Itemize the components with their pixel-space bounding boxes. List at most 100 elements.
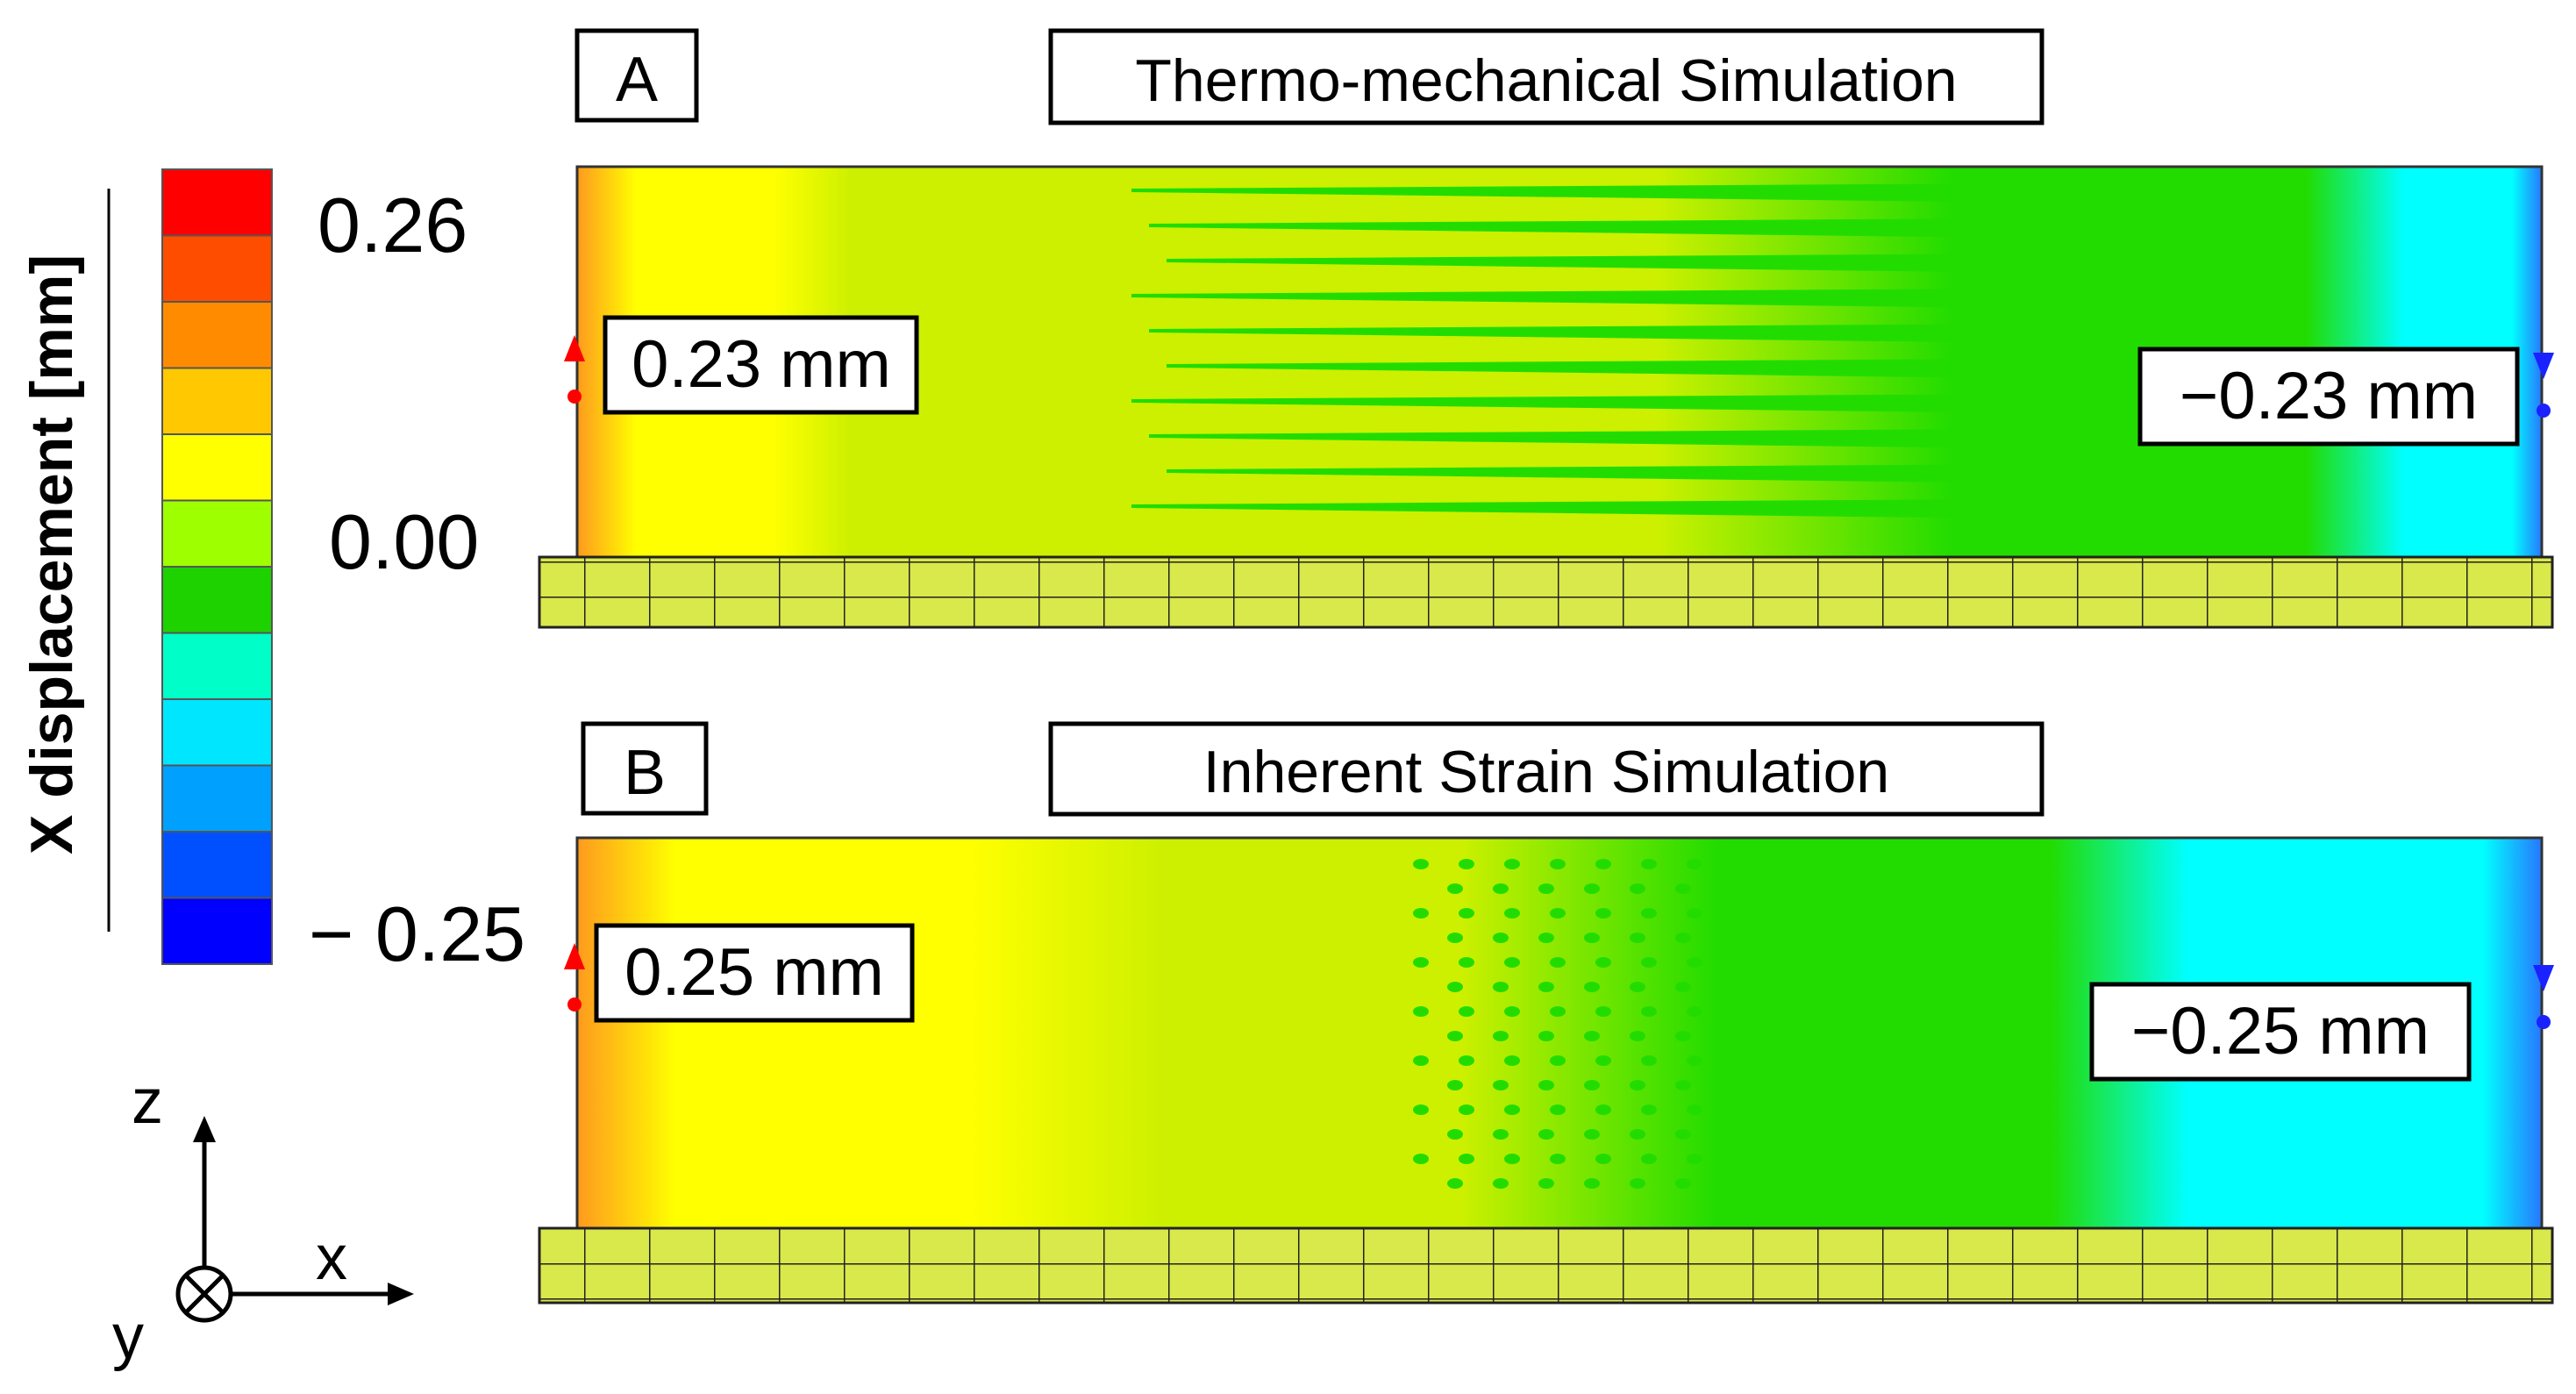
field-speckle	[1550, 1104, 1566, 1115]
field-speckle	[1630, 1080, 1645, 1090]
field-speckle	[1413, 908, 1429, 919]
field-speckle	[1459, 1055, 1474, 1066]
field-speckle	[1641, 908, 1657, 919]
x-axis-label: x	[316, 1223, 347, 1293]
field-speckle	[1538, 933, 1554, 943]
field-speckle	[1538, 1031, 1554, 1041]
field-speckle	[1675, 933, 1691, 943]
colorbar-swatches	[161, 168, 273, 965]
field-speckle	[1721, 933, 1737, 943]
field-speckle	[1687, 859, 1702, 869]
z-axis-label: z	[132, 1067, 163, 1137]
panel-b-right-marker-dot	[2537, 1015, 2551, 1029]
field-speckle	[1493, 883, 1509, 894]
field-speckle	[1459, 1154, 1474, 1164]
field-speckle	[1550, 908, 1566, 919]
panel-a-field-streaks	[1131, 183, 2035, 518]
field-streak	[1131, 499, 2000, 518]
field-speckle	[1504, 859, 1520, 869]
colorbar-min-label: − 0.25	[309, 890, 525, 977]
colorbar-swatch	[161, 698, 273, 767]
field-speckle	[1675, 883, 1691, 894]
field-speckle	[1595, 1006, 1611, 1017]
field-speckle	[1675, 1080, 1691, 1090]
field-speckle	[1493, 982, 1509, 992]
field-speckle	[1766, 883, 1782, 894]
panel-a-right-value-box	[2137, 347, 2520, 447]
field-speckle	[1732, 1055, 1748, 1066]
field-speckle	[1675, 1178, 1691, 1189]
field-speckle	[1595, 859, 1611, 869]
field-speckle	[1641, 1055, 1657, 1066]
field-speckle	[1538, 1129, 1554, 1140]
panel-b-left-marker-dot	[567, 997, 582, 1012]
colorbar-swatch	[161, 301, 273, 369]
field-speckle	[1447, 1129, 1463, 1140]
panel-a-left-value: 0.23 mm	[632, 327, 891, 402]
coordinate-axes: z x y	[112, 1067, 414, 1372]
field-speckle	[1732, 1006, 1748, 1017]
field-speckle	[1687, 908, 1702, 919]
field-speckle	[1721, 883, 1737, 894]
field-speckle	[1732, 1104, 1748, 1115]
field-speckle	[1641, 957, 1657, 968]
field-speckle	[1766, 982, 1782, 992]
field-speckle	[1413, 957, 1429, 968]
field-speckle	[1630, 1178, 1645, 1189]
field-speckle	[1675, 1031, 1691, 1041]
field-speckle	[1687, 1154, 1702, 1164]
field-speckle	[1459, 859, 1474, 869]
field-speckle	[1732, 957, 1748, 968]
field-speckle	[1630, 1031, 1645, 1041]
field-speckle	[1493, 1031, 1509, 1041]
field-speckle	[1493, 1129, 1509, 1140]
field-speckle	[1766, 933, 1782, 943]
field-speckle	[1504, 908, 1520, 919]
field-speckle	[1641, 1006, 1657, 1017]
colorbar-swatch	[161, 367, 273, 435]
panel-b-right-marker-icon	[2533, 965, 2554, 991]
field-streak	[1167, 254, 2035, 273]
field-streak	[1131, 289, 2000, 308]
field-speckle	[1447, 1031, 1463, 1041]
panel-b-right-value: −0.25 mm	[2131, 994, 2430, 1069]
field-streak	[1149, 429, 2000, 448]
field-speckle	[1493, 933, 1509, 943]
panel-b-title-box	[1048, 721, 2044, 817]
colorbar-swatch	[161, 566, 273, 634]
panel-a-right-value: −0.23 mm	[2180, 359, 2478, 433]
field-speckle	[1595, 1154, 1611, 1164]
field-speckle	[1732, 908, 1748, 919]
field-speckle	[1459, 1104, 1474, 1115]
field-speckle	[1584, 982, 1600, 992]
colorbar-swatch	[161, 433, 273, 502]
colorbar-swatch	[161, 234, 273, 303]
field-speckle	[1595, 1104, 1611, 1115]
field-speckle	[1538, 883, 1554, 894]
panel-b-left-marker-icon	[564, 943, 585, 969]
field-speckle	[1766, 1178, 1782, 1189]
field-speckle	[1766, 1031, 1782, 1041]
field-speckle	[1721, 1080, 1737, 1090]
field-speckle	[1630, 933, 1645, 943]
colorbar-swatch	[161, 499, 273, 568]
field-speckle	[1675, 982, 1691, 992]
field-speckle	[1721, 1178, 1737, 1189]
panel-a-letter: A	[616, 45, 658, 115]
field-streak	[1131, 183, 2035, 203]
colorbar-mid-label: 0.00	[329, 498, 479, 585]
colorbar-swatch	[161, 831, 273, 899]
field-speckle	[1687, 1006, 1702, 1017]
field-streak	[1167, 464, 2035, 483]
panel-b-left-value: 0.25 mm	[624, 935, 884, 1010]
field-speckle	[1459, 957, 1474, 968]
field-speckle	[1493, 1178, 1509, 1189]
colorbar: X displacement [mm] 0.26 0.00 − 0.25	[18, 168, 525, 977]
panel-a-base-plate	[538, 555, 2554, 629]
colorbar-swatch	[161, 632, 273, 700]
x-axis-arrowhead	[388, 1283, 414, 1305]
field-streak	[1149, 218, 2000, 238]
field-speckle	[1447, 933, 1463, 943]
field-speckle	[1641, 1154, 1657, 1164]
field-speckle	[1413, 1006, 1429, 1017]
